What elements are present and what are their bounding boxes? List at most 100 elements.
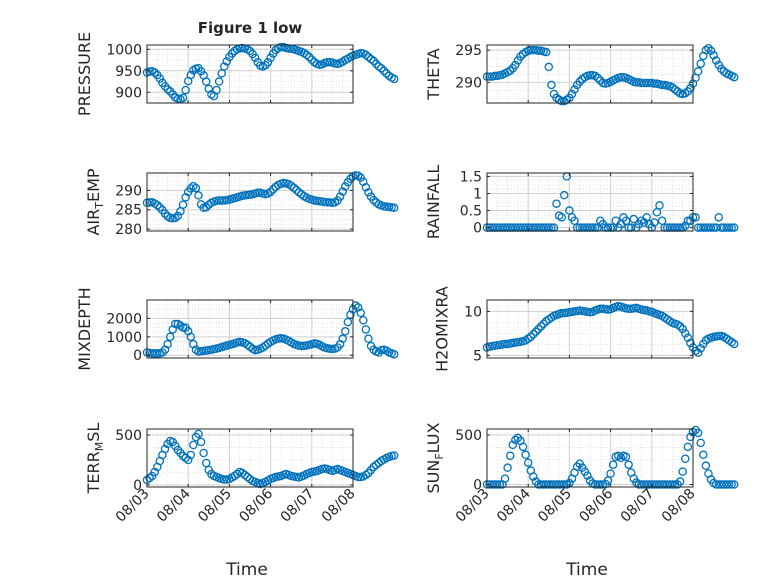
data-point [539, 319, 548, 328]
data-point [219, 475, 229, 484]
data-point [369, 462, 378, 472]
data-point [696, 344, 705, 353]
data-point [557, 213, 566, 222]
data-point [709, 51, 718, 60]
y-axis-label: SUNFLUX [424, 422, 446, 493]
data-point [596, 480, 605, 489]
data-point [189, 440, 198, 450]
data-point [683, 442, 693, 452]
data-point [165, 332, 175, 342]
data-point [343, 317, 353, 327]
data-point [194, 429, 203, 439]
data-point [325, 344, 335, 354]
data-point [186, 450, 196, 460]
y-tick-label: 290 [115, 183, 142, 199]
y-axis-label: MIXDEPTH [75, 287, 94, 370]
data-point [382, 69, 391, 78]
data-point [155, 203, 165, 212]
data-point [276, 42, 286, 52]
data-point [196, 66, 206, 76]
data-point [691, 213, 700, 222]
data-point [222, 57, 232, 66]
y-axis-label: TERRMSL [84, 423, 106, 495]
data-point [511, 435, 520, 445]
y-tick-label: 0 [133, 478, 142, 494]
data-point [196, 437, 206, 447]
data-point [534, 324, 543, 334]
data-point [678, 324, 687, 334]
data-point [194, 191, 203, 200]
data-point [189, 181, 198, 191]
data-point [508, 440, 517, 450]
y-tick-label: 5 [473, 348, 482, 364]
axes-box [146, 299, 354, 359]
data-point [253, 188, 262, 197]
data-point [163, 85, 172, 94]
data-point [145, 198, 154, 207]
y-tick-label: 0 [473, 478, 482, 494]
axes-box [486, 44, 694, 104]
data-point [729, 480, 739, 489]
data-point [364, 188, 373, 197]
data-point [353, 171, 363, 180]
data-point [199, 448, 208, 458]
data-point [655, 201, 664, 210]
data-point [541, 47, 551, 57]
y-axis-label: RAINFALL [424, 165, 443, 240]
data-point [379, 66, 389, 76]
data-point [292, 185, 301, 195]
data-point [227, 49, 237, 58]
y-tick-label: 0 [473, 221, 482, 237]
data-point [219, 62, 229, 71]
axes-box [486, 299, 694, 359]
y-tick-label: 1000 [106, 330, 142, 346]
data-point [160, 444, 170, 454]
data-point [686, 338, 695, 348]
data-point [153, 349, 162, 358]
data-point [706, 223, 716, 232]
data-point [616, 72, 626, 82]
y-tick-label: 500 [115, 428, 142, 444]
y-axis-label: THETA [424, 48, 443, 100]
y-tick-label: 500 [455, 428, 482, 444]
data-point [341, 327, 350, 336]
y-axis-label: PRESSURE [75, 32, 94, 116]
data-point [361, 50, 371, 60]
data-point [668, 480, 677, 489]
y-tick-label: 295 [455, 43, 482, 59]
data-point [155, 74, 165, 83]
data-point [567, 89, 577, 99]
data-point [606, 469, 615, 478]
data-point [673, 87, 682, 96]
y-tick-label: 0.5 [460, 204, 482, 220]
data-point [171, 213, 180, 223]
y-tick-label: 280 [115, 222, 142, 238]
y-tick-label: 900 [115, 85, 142, 101]
data-point [650, 218, 659, 227]
data-point [717, 64, 726, 74]
data-point [243, 472, 252, 482]
data-point [266, 53, 275, 63]
data-point [268, 184, 278, 194]
data-point [678, 467, 687, 476]
data-point [557, 480, 566, 489]
data-point [361, 183, 371, 192]
data-point [714, 213, 724, 222]
data-point [516, 52, 525, 61]
data-point [181, 85, 190, 95]
data-point [171, 319, 180, 329]
data-point [531, 327, 541, 336]
data-point [621, 452, 631, 462]
data-point [583, 471, 592, 480]
y-tick-label: 1.5 [460, 169, 482, 185]
subplot-air_temp: 280 285 290 AIRTEMP [84, 168, 399, 238]
y-axis-label: AIRTEMP [84, 168, 106, 235]
data-point [286, 181, 296, 191]
data-point [307, 55, 317, 64]
data-point [575, 77, 584, 86]
data-point [160, 209, 170, 218]
data-point [266, 187, 275, 197]
data-point [150, 68, 159, 77]
data-point [490, 71, 499, 81]
